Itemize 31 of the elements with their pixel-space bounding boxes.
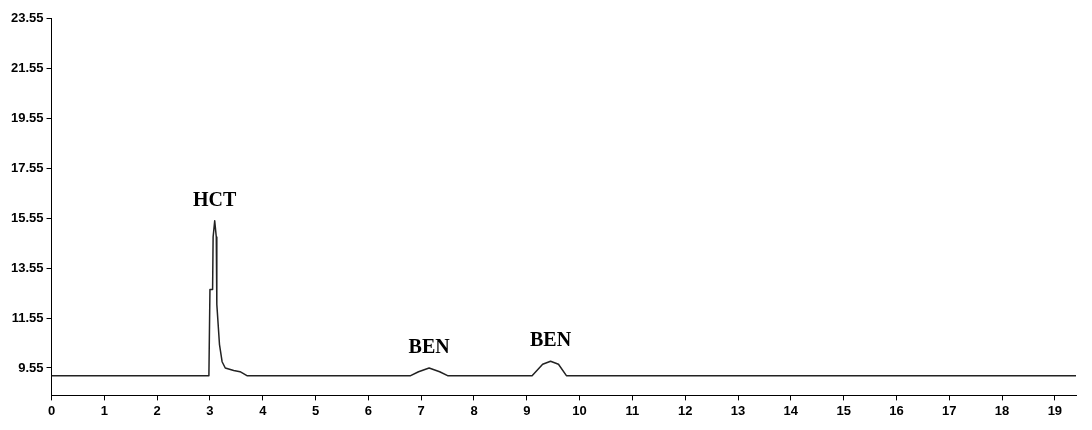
x-tick-label: 18 (994, 402, 1010, 418)
x-tick-label: 9 (523, 402, 531, 418)
x-tick-label: 19 (1047, 402, 1063, 418)
y-tick-label: 9.55 (18, 359, 44, 375)
y-tick-label: 17.55 (10, 160, 44, 176)
x-tick-label: 13 (730, 402, 746, 418)
x-tick-label: 8 (470, 402, 478, 418)
x-tick-label: 6 (364, 402, 372, 418)
x-tick-label: 4 (259, 402, 268, 418)
y-tick-label: 15.55 (10, 209, 44, 225)
x-tick-label: 7 (417, 402, 425, 418)
y-tick-label: 13.55 (10, 259, 44, 275)
annotation: HCT (193, 187, 238, 210)
annotation: BEN (530, 328, 572, 351)
y-tick-label: 19.55 (10, 110, 44, 126)
x-tick-label: 14 (783, 402, 799, 418)
x-tick-label: 3 (206, 402, 214, 418)
x-tick-label: 17 (942, 402, 957, 418)
x-tick-label: 15 (836, 402, 851, 418)
x-tick-label: 10 (572, 402, 587, 418)
y-tick-label: 23.55 (10, 10, 44, 26)
y-tick-label: 21.55 (10, 60, 44, 76)
x-tick-label: 1 (100, 402, 108, 418)
x-tick-label: 0 (47, 402, 56, 418)
x-tick-label: 11 (625, 402, 640, 418)
y-tick-label: 11.55 (11, 309, 44, 325)
x-tick-label: 12 (677, 402, 693, 418)
x-tick-label: 16 (889, 402, 904, 418)
x-tick-label: 2 (153, 402, 161, 418)
x-tick-label: 5 (311, 402, 320, 418)
annotation: BEN (408, 335, 451, 358)
